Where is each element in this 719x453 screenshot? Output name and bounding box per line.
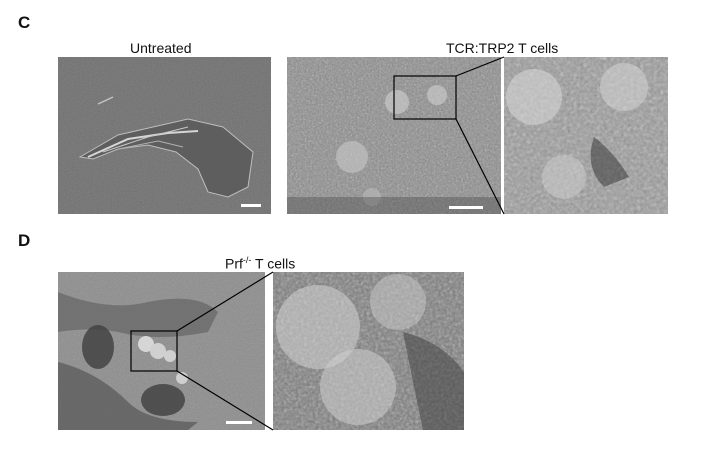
tcr-scale-bar [449, 206, 483, 209]
tcr-trp2-zoom-micrograph [504, 57, 668, 214]
untreated-scale-bar [241, 204, 261, 207]
prf-zoom-micrograph [273, 272, 464, 430]
treated-caption: TCR:TRP2 T cells [446, 40, 559, 56]
prf-caption: Prf-/- T cells [225, 256, 295, 271]
prf-caption-rest: T cells [251, 255, 296, 272]
prf-scale-bar [226, 421, 252, 424]
prf-caption-base: Prf [225, 255, 243, 272]
panel-letter-d: D [18, 231, 31, 250]
panel-letter-c: C [18, 13, 31, 32]
untreated-micrograph [58, 57, 271, 214]
untreated-caption: Untreated [130, 40, 192, 56]
tcr-trp2-micrograph [287, 57, 501, 214]
prf-micrograph [58, 272, 265, 430]
prf-caption-superscript: -/- [242, 255, 252, 265]
